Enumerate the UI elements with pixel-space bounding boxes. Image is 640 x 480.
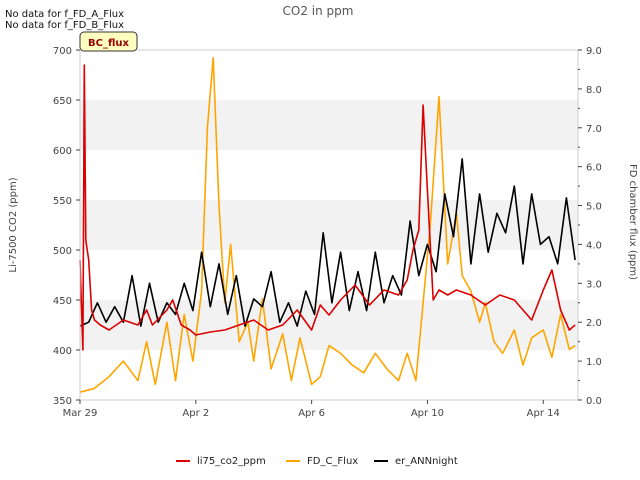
y-right-tick-label: 3.0 [586, 279, 602, 290]
y-right-tick-label: 6.0 [586, 163, 602, 174]
y-right-tick-label: 4.0 [586, 240, 602, 251]
y-right-tick-label: 0.0 [586, 396, 602, 407]
y-axis-left-label: Li-7500 CO2 (ppm) [8, 177, 19, 272]
x-tick-label: Apr 2 [182, 408, 209, 419]
x-tick-label: Apr 10 [411, 408, 444, 419]
y-axis-right-label: FD chamber flux (ppm) [627, 164, 638, 280]
series-line-li75-co2-ppm [79, 64, 576, 351]
y-right-tick-label: 1.0 [586, 357, 602, 368]
y-left-tick-label: 700 [53, 46, 72, 57]
legend-label-li75-co2-ppm: li75_co2_ppm [197, 456, 266, 467]
y-left-tick-label: 600 [53, 146, 72, 157]
no-data-note-a: No data for f_FD_A_Flux [5, 9, 124, 20]
background-bands [80, 100, 578, 350]
series-line-er-annnight [79, 158, 576, 327]
y-left-tick-label: 550 [53, 196, 72, 207]
y-axis-left: 350 400 450 500 550 600 650 700 [53, 46, 80, 407]
no-data-note-b: No data for f_FD_B_Flux [5, 20, 124, 31]
y-axis-right: 0.0 1.0 2.0 3.0 4.0 5.0 6.0 7.0 8.0 9.0 [578, 46, 602, 407]
grid-band [80, 100, 578, 150]
plot-lines [79, 56, 576, 393]
bc-flux-badge-label: BC_flux [88, 38, 129, 49]
legend-label-fd-c-flux: FD_C_Flux [307, 456, 358, 467]
x-tick-label: Mar 29 [63, 408, 98, 419]
bc-flux-badge: BC_flux [79, 31, 138, 52]
y-left-tick-label: 650 [53, 96, 72, 107]
y-right-tick-label: 5.0 [586, 202, 602, 213]
y-right-tick-label: 8.0 [586, 85, 602, 96]
legend: li75_co2_ppm FD_C_Flux er_ANNnight [176, 456, 458, 467]
y-right-tick-label: 7.0 [586, 124, 602, 135]
y-left-tick-label: 450 [53, 296, 72, 307]
x-axis: Mar 29 Apr 2 Apr 6 Apr 10 Apr 14 [63, 400, 560, 419]
bc-flux-badge-box [79, 31, 138, 52]
chart-title: CO2 in ppm [283, 4, 354, 18]
series-line-fd-c-flux [79, 56, 576, 393]
legend-label-er-annnight: er_ANNnight [395, 456, 458, 467]
x-tick-label: Apr 6 [298, 408, 325, 419]
y-left-tick-label: 350 [53, 396, 72, 407]
y-left-tick-label: 400 [53, 346, 72, 357]
x-tick-label: Apr 14 [527, 408, 560, 419]
y-right-tick-label: 9.0 [586, 46, 602, 57]
y-right-tick-label: 2.0 [586, 318, 602, 329]
grid-band [80, 200, 578, 250]
y-left-tick-label: 500 [53, 246, 72, 257]
